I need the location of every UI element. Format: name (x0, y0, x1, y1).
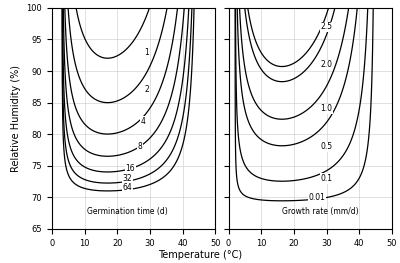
Text: Temperature (°C): Temperature (°C) (158, 250, 242, 260)
Text: 2: 2 (144, 85, 149, 94)
Text: 2.0: 2.0 (321, 60, 333, 69)
Text: 8: 8 (138, 142, 143, 151)
Text: 0.01: 0.01 (308, 193, 325, 202)
Text: 0.5: 0.5 (320, 142, 333, 151)
Text: 0.1: 0.1 (321, 174, 333, 183)
Text: Germination time (d): Germination time (d) (87, 207, 168, 216)
Text: 32: 32 (122, 174, 132, 183)
Text: 1.0: 1.0 (321, 104, 333, 113)
Text: 64: 64 (122, 183, 132, 192)
Text: 1: 1 (144, 48, 149, 57)
Text: 4: 4 (141, 117, 146, 126)
Text: 16: 16 (126, 164, 135, 173)
Y-axis label: Relative Humidity (%): Relative Humidity (%) (11, 65, 21, 172)
Text: Growth rate (mm/d): Growth rate (mm/d) (282, 207, 358, 216)
Text: 2.5: 2.5 (321, 22, 333, 31)
